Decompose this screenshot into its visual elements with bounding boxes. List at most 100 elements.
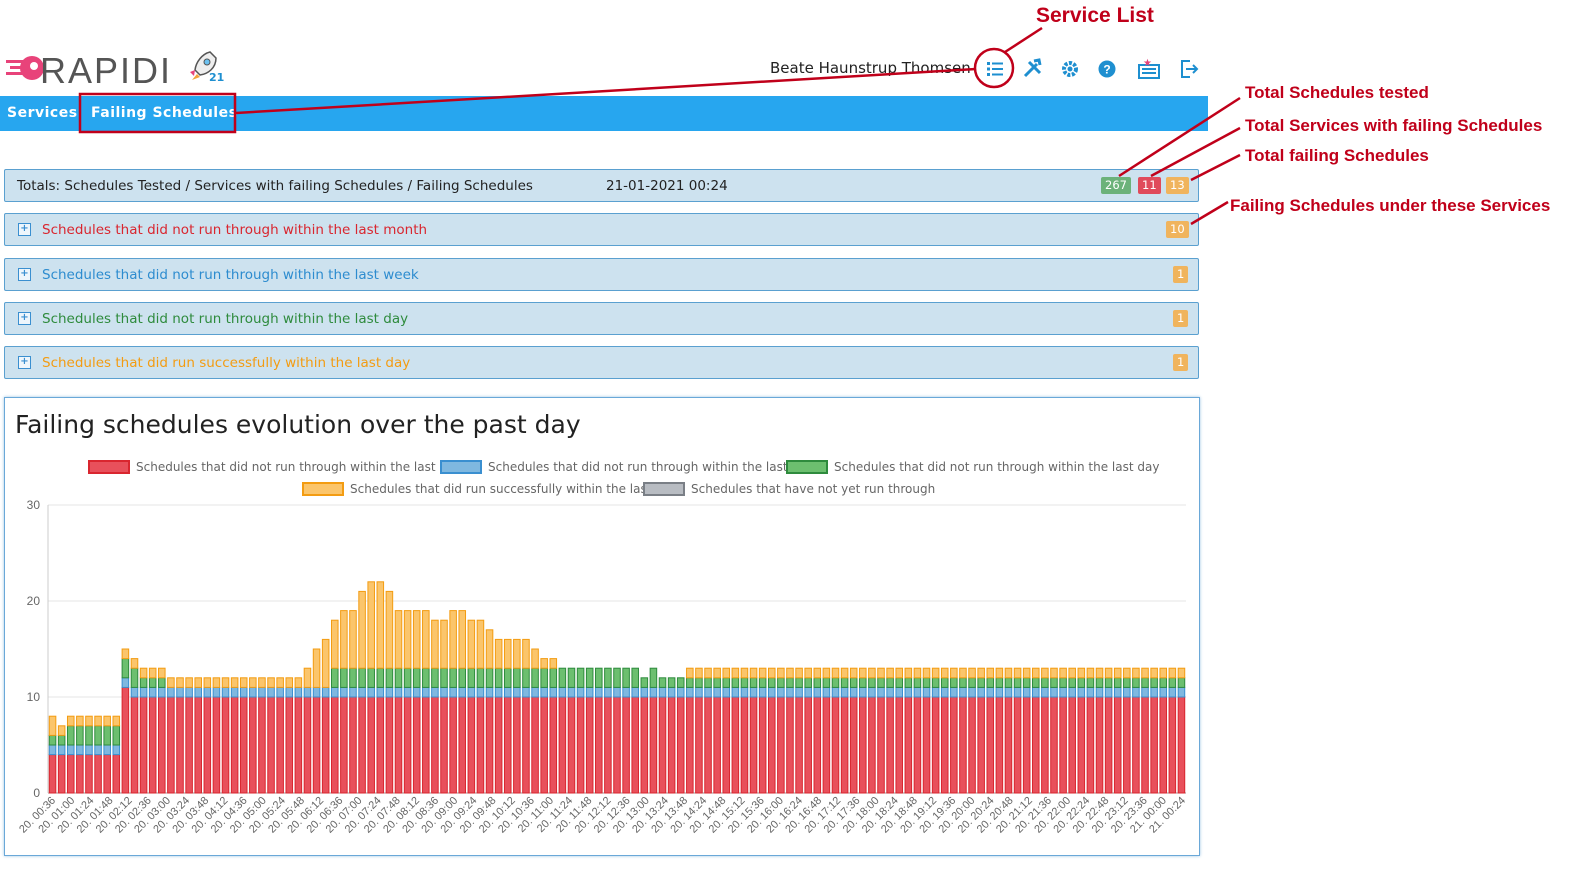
bar-segment[interactable] bbox=[494, 686, 503, 698]
bar-segment[interactable] bbox=[476, 619, 485, 669]
bar-segment[interactable] bbox=[786, 696, 794, 794]
bar-segment[interactable] bbox=[886, 696, 894, 794]
bar-segment[interactable] bbox=[922, 667, 931, 679]
bar-segment[interactable] bbox=[667, 696, 676, 794]
bar-segment[interactable] bbox=[467, 619, 476, 669]
bar-segment[interactable] bbox=[112, 725, 121, 746]
bar-segment[interactable] bbox=[394, 667, 403, 688]
bar-segment[interactable] bbox=[185, 677, 193, 688]
bar-segment[interactable] bbox=[986, 677, 995, 688]
bar-segment[interactable] bbox=[48, 744, 57, 756]
bar-segment[interactable] bbox=[995, 686, 1004, 698]
bar-segment[interactable] bbox=[1104, 667, 1113, 679]
bar-segment[interactable] bbox=[1132, 667, 1140, 679]
bar-segment[interactable] bbox=[886, 667, 894, 679]
bar-segment[interactable] bbox=[185, 696, 193, 794]
news-icon[interactable]: ★ bbox=[1136, 56, 1162, 82]
bar-segment[interactable] bbox=[558, 696, 567, 794]
bar-segment[interactable] bbox=[795, 686, 803, 698]
bar-segment[interactable] bbox=[1013, 677, 1022, 688]
bar-segment[interactable] bbox=[358, 590, 366, 669]
bar-segment[interactable] bbox=[121, 686, 130, 794]
bar-segment[interactable] bbox=[1077, 677, 1086, 688]
bar-segment[interactable] bbox=[294, 677, 303, 688]
bar-segment[interactable] bbox=[1022, 667, 1031, 679]
bar-segment[interactable] bbox=[722, 667, 731, 679]
bar-segment[interactable] bbox=[458, 696, 467, 794]
bar-segment[interactable] bbox=[467, 686, 476, 698]
bar-segment[interactable] bbox=[868, 677, 876, 688]
bar-segment[interactable] bbox=[522, 686, 530, 698]
bar-segment[interactable] bbox=[804, 686, 812, 698]
bar-segment[interactable] bbox=[658, 677, 667, 688]
bar-segment[interactable] bbox=[649, 667, 658, 688]
bar-segment[interactable] bbox=[895, 677, 904, 688]
bar-segment[interactable] bbox=[640, 686, 649, 698]
bar-segment[interactable] bbox=[349, 696, 357, 794]
bar-segment[interactable] bbox=[531, 667, 539, 688]
bar-segment[interactable] bbox=[931, 696, 940, 794]
bar-segment[interactable] bbox=[922, 696, 931, 794]
bar-segment[interactable] bbox=[822, 686, 831, 698]
bar-segment[interactable] bbox=[230, 677, 239, 688]
bar-segment[interactable] bbox=[940, 667, 949, 679]
bar-segment[interactable] bbox=[1159, 677, 1168, 688]
bar-segment[interactable] bbox=[1095, 677, 1104, 688]
bar-segment[interactable] bbox=[722, 696, 731, 794]
bar-segment[interactable] bbox=[66, 744, 75, 756]
bar-segment[interactable] bbox=[877, 677, 885, 688]
bar-segment[interactable] bbox=[950, 677, 958, 688]
bar-segment[interactable] bbox=[376, 686, 385, 698]
bar-segment[interactable] bbox=[613, 696, 621, 794]
bar-segment[interactable] bbox=[959, 686, 967, 698]
bar-segment[interactable] bbox=[849, 696, 858, 794]
bar-segment[interactable] bbox=[813, 686, 822, 698]
bar-segment[interactable] bbox=[194, 696, 202, 794]
bar-segment[interactable] bbox=[103, 715, 111, 727]
help-icon[interactable]: ? bbox=[1094, 56, 1120, 82]
bar-segment[interactable] bbox=[1077, 686, 1086, 698]
bar-segment[interactable] bbox=[731, 677, 740, 688]
bar-segment[interactable] bbox=[139, 667, 148, 679]
bar-segment[interactable] bbox=[1168, 677, 1177, 688]
bar-segment[interactable] bbox=[704, 686, 712, 698]
bar-segment[interactable] bbox=[321, 638, 330, 688]
bar-segment[interactable] bbox=[312, 648, 321, 688]
bar-segment[interactable] bbox=[57, 725, 66, 736]
bar-segment[interactable] bbox=[1013, 686, 1022, 698]
bar-segment[interactable] bbox=[767, 686, 776, 698]
bar-segment[interactable] bbox=[667, 677, 676, 688]
bar-segment[interactable] bbox=[431, 696, 439, 794]
bar-segment[interactable] bbox=[449, 667, 457, 688]
bar-segment[interactable] bbox=[467, 667, 476, 688]
bar-segment[interactable] bbox=[458, 667, 467, 688]
bar-segment[interactable] bbox=[977, 667, 985, 679]
bar-segment[interactable] bbox=[230, 696, 239, 794]
bar-segment[interactable] bbox=[722, 677, 731, 688]
bar-segment[interactable] bbox=[176, 696, 184, 794]
bar-segment[interactable] bbox=[613, 667, 621, 688]
bar-segment[interactable] bbox=[76, 725, 84, 746]
bar-segment[interactable] bbox=[112, 754, 121, 794]
bar-segment[interactable] bbox=[1004, 696, 1013, 794]
bar-segment[interactable] bbox=[1150, 686, 1158, 698]
bar-segment[interactable] bbox=[877, 696, 885, 794]
bar-segment[interactable] bbox=[422, 667, 430, 688]
bar-segment[interactable] bbox=[1113, 696, 1122, 794]
bar-segment[interactable] bbox=[203, 686, 212, 698]
bar-segment[interactable] bbox=[1041, 696, 1049, 794]
bar-segment[interactable] bbox=[1177, 686, 1186, 698]
bar-segment[interactable] bbox=[777, 686, 785, 698]
bar-segment[interactable] bbox=[358, 686, 366, 698]
bar-segment[interactable] bbox=[695, 677, 703, 688]
bar-segment[interactable] bbox=[449, 610, 457, 669]
bar-segment[interactable] bbox=[695, 686, 703, 698]
bar-segment[interactable] bbox=[749, 696, 758, 794]
bar-segment[interactable] bbox=[1104, 696, 1113, 794]
bar-segment[interactable] bbox=[1159, 696, 1168, 794]
bar-segment[interactable] bbox=[230, 686, 239, 698]
bar-segment[interactable] bbox=[1141, 677, 1149, 688]
bar-segment[interactable] bbox=[704, 667, 712, 679]
bar-segment[interactable] bbox=[567, 686, 576, 698]
bar-segment[interactable] bbox=[158, 696, 166, 794]
